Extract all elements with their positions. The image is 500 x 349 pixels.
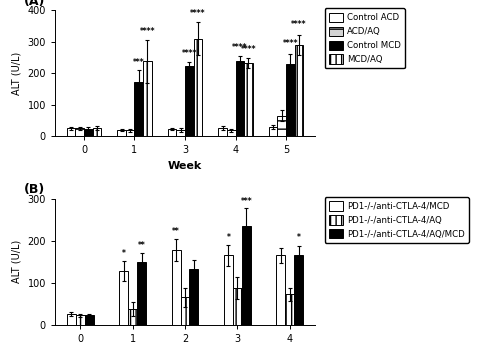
Bar (76, 128, 84, 136)
Y-axis label: ALT (U/L): ALT (U/L) (12, 240, 22, 283)
Bar (168, 129, 176, 136)
Text: *: * (297, 233, 300, 243)
Bar (236, 61, 244, 136)
Text: ****: **** (232, 43, 248, 52)
Legend: Control ACD, ACD/AQ, Control MCD, MCD/AQ: Control ACD, ACD/AQ, Control MCD, MCD/AQ (324, 8, 405, 68)
Bar (119, 271, 128, 325)
Bar (286, 64, 294, 136)
Bar (190, 269, 198, 325)
Bar (84, 315, 94, 325)
Bar (233, 288, 242, 325)
Bar (218, 128, 227, 136)
Bar (92, 128, 101, 136)
Bar (227, 131, 235, 136)
Bar (76, 315, 84, 325)
Bar (269, 127, 278, 136)
Bar (244, 62, 252, 136)
Text: (A): (A) (24, 0, 45, 8)
Text: **: ** (138, 242, 145, 251)
Text: ****: **** (282, 39, 298, 48)
Text: **: ** (172, 227, 180, 236)
Bar (185, 66, 194, 136)
Text: ****: **** (190, 9, 206, 18)
Bar (294, 45, 303, 136)
Bar (276, 255, 285, 325)
Y-axis label: ALT (U/L): ALT (U/L) (12, 52, 22, 95)
Bar (118, 130, 126, 136)
Text: ***: *** (240, 196, 252, 206)
Bar (180, 297, 190, 325)
Text: ***: *** (133, 58, 144, 67)
Bar (143, 61, 152, 136)
Text: *: * (226, 233, 230, 242)
Bar (194, 39, 202, 136)
Bar (294, 255, 303, 325)
Text: ****: **** (182, 49, 197, 58)
Text: ****: **** (240, 45, 256, 53)
Bar (126, 131, 134, 136)
Bar (278, 116, 286, 136)
Bar (67, 128, 76, 136)
Bar (84, 129, 92, 136)
Legend: PD1-/-/anti-CTLA-4/MCD, PD1-/-/anti-CTLA-4/AQ, PD1-/-/anti-CTLA-4/AQ/MCD: PD1-/-/anti-CTLA-4/MCD, PD1-/-/anti-CTLA… (324, 197, 469, 243)
Bar (134, 82, 143, 136)
Bar (242, 226, 251, 325)
Text: ****: **** (140, 27, 155, 36)
Text: (B): (B) (24, 184, 45, 196)
Bar (67, 314, 76, 325)
Text: ****: **** (291, 20, 306, 29)
Bar (128, 309, 137, 325)
Bar (172, 250, 180, 325)
Bar (286, 295, 294, 325)
Bar (224, 255, 233, 325)
X-axis label: Week: Week (168, 161, 202, 171)
Bar (137, 262, 146, 325)
Text: *: * (122, 248, 126, 258)
Bar (176, 130, 185, 136)
